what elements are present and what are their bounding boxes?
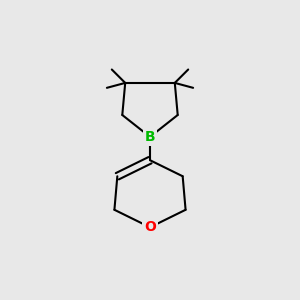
Text: O: O <box>144 220 156 234</box>
Text: B: B <box>145 130 155 144</box>
